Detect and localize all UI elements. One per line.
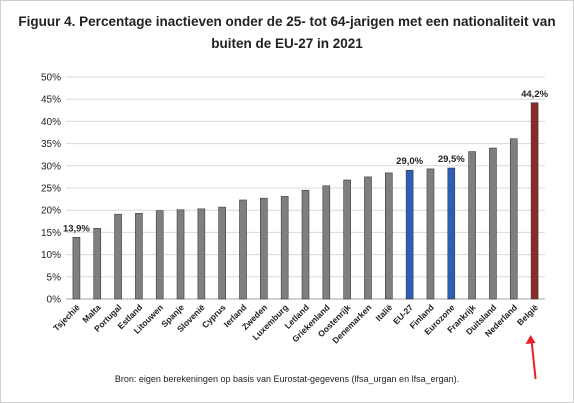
chart-title: Figuur 4. Percentage inactieven onder de… [0, 11, 574, 55]
bar [239, 199, 247, 300]
data-label: 29,5% [438, 154, 465, 165]
bar [135, 213, 143, 300]
bar [405, 169, 414, 300]
bar [260, 197, 268, 300]
y-tick-label: 15% [41, 228, 61, 239]
y-axis: 0% 5% 10% 15% 20% 25% 30% 35% 40% 45% 50% [41, 73, 61, 306]
y-tick-label: 25% [41, 184, 61, 195]
bar [114, 213, 122, 300]
arrow-icon [525, 335, 536, 344]
bar [343, 179, 351, 300]
annotations [525, 335, 537, 380]
data-labels: 13,9% 29,0% 29,5% 44,2% [63, 89, 549, 235]
y-tick-label: 5% [47, 272, 62, 283]
bar [197, 208, 206, 300]
data-label: 44,2% [521, 89, 548, 100]
y-tick-label: 40% [41, 117, 61, 128]
y-tick-label: 45% [41, 95, 61, 106]
bar [218, 206, 226, 300]
bar [322, 185, 331, 300]
bars [72, 102, 539, 300]
bar [301, 189, 310, 300]
bar [176, 209, 185, 300]
y-tick-label: 50% [41, 73, 61, 84]
x-tick-label: België [515, 302, 540, 327]
data-label: 29,0% [396, 156, 423, 167]
bar [364, 176, 372, 300]
y-tick-label: 0% [47, 295, 62, 306]
arrow-shaft [530, 340, 537, 380]
bar [489, 147, 497, 300]
bar [509, 138, 518, 300]
bar [280, 196, 289, 300]
bar [385, 172, 393, 300]
chart-title-line-1: Figuur 4. Percentage inactieven onder de… [18, 14, 556, 29]
data-label: 13,9% [63, 223, 90, 234]
bar [426, 168, 435, 300]
bar [447, 167, 456, 300]
y-tick-label: 20% [41, 206, 61, 217]
bar [530, 102, 539, 300]
y-tick-label: 35% [41, 139, 61, 150]
bar [93, 228, 102, 300]
x-axis: TsjechiëMaltaPortugalEstlandLitouwenSpan… [51, 302, 540, 345]
x-tick-label: Cyprus [200, 302, 228, 330]
x-tick-label: Tsjechië [51, 302, 82, 333]
y-tick-label: 10% [41, 250, 61, 261]
bar [468, 151, 476, 300]
bar [155, 210, 164, 300]
bar [72, 236, 81, 300]
source-note: Bron: eigen berekeningen op basis van Eu… [114, 374, 460, 384]
y-tick-label: 30% [41, 161, 61, 172]
chart-title-line-2: buiten de EU-27 in 2021 [211, 36, 363, 51]
